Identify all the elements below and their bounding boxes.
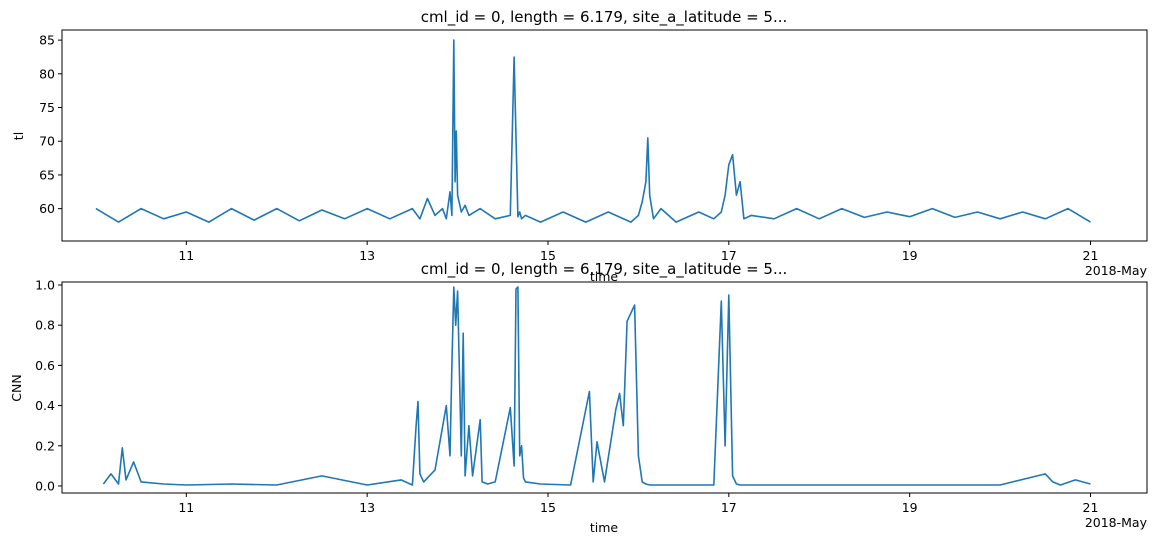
cnn-series-group (102, 286, 1091, 486)
tl-series-group (95, 39, 1091, 223)
tl-x-tick-label: 11 (178, 248, 194, 263)
tl-x-tick-label: 21 (1083, 248, 1099, 263)
cnn-y-tick-label: 0.4 (35, 398, 55, 413)
tl-series-line (95, 39, 1091, 223)
cnn-x-axis-label: time (590, 520, 619, 535)
cnn-chart-title: cml_id = 0, length = 6.179, site_a_latit… (421, 260, 788, 279)
cnn-x-ticks: 11 13 15 17 19 21 (178, 493, 1098, 515)
cnn-y-tick-label: 0.0 (35, 478, 55, 493)
tl-y-tick-label: 85 (39, 33, 55, 48)
cnn-y-tick-label: 1.0 (35, 278, 55, 293)
tl-x-axis-label: time (590, 269, 619, 284)
tl-x-tick-label: 19 (902, 248, 918, 263)
tl-y-tick-label: 70 (39, 134, 55, 149)
cnn-x-offset-label: 2018-May (1085, 515, 1148, 530)
tl-x-offset-label: 2018-May (1085, 263, 1148, 278)
cnn-x-tick-label: 19 (902, 500, 918, 515)
tl-x-tick-label: 17 (721, 248, 737, 263)
cnn-series-line (102, 286, 1091, 486)
cnn-y-axis-label: CNN (9, 374, 24, 401)
tl-y-tick-label: 60 (39, 201, 55, 216)
tl-chart-title: cml_id = 0, length = 6.179, site_a_latit… (421, 8, 788, 27)
tl-y-tick-label: 75 (39, 100, 55, 115)
tl-y-tick-label: 65 (39, 167, 55, 182)
cnn-axes-frame (61, 281, 1148, 494)
cnn-x-tick-label: 13 (359, 500, 375, 515)
tl-axes-frame (61, 29, 1148, 242)
cnn-y-tick-label: 0.2 (35, 438, 55, 453)
cnn-y-tick-label: 0.8 (35, 318, 55, 333)
tl-y-ticks: 60 65 70 75 80 85 (39, 33, 62, 216)
cnn-y-tick-label: 0.6 (35, 358, 55, 373)
tl-panel: cml_id = 0, length = 6.179, site_a_latit… (11, 8, 1148, 284)
cnn-x-tick-label: 15 (540, 500, 556, 515)
cnn-x-tick-label: 21 (1083, 500, 1099, 515)
tl-x-tick-label: 13 (359, 248, 375, 263)
tl-x-ticks: 11 13 15 17 19 21 (178, 241, 1098, 263)
cnn-x-tick-label: 11 (178, 500, 194, 515)
tl-y-axis-label: tl (11, 132, 26, 140)
tl-x-tick-label: 15 (540, 248, 556, 263)
cnn-panel: cml_id = 0, length = 6.179, site_a_latit… (9, 260, 1148, 535)
cnn-y-ticks: 0.0 0.2 0.4 0.6 0.8 1.0 (35, 278, 62, 493)
tl-y-tick-label: 80 (39, 66, 55, 81)
cnn-x-tick-label: 17 (721, 500, 737, 515)
